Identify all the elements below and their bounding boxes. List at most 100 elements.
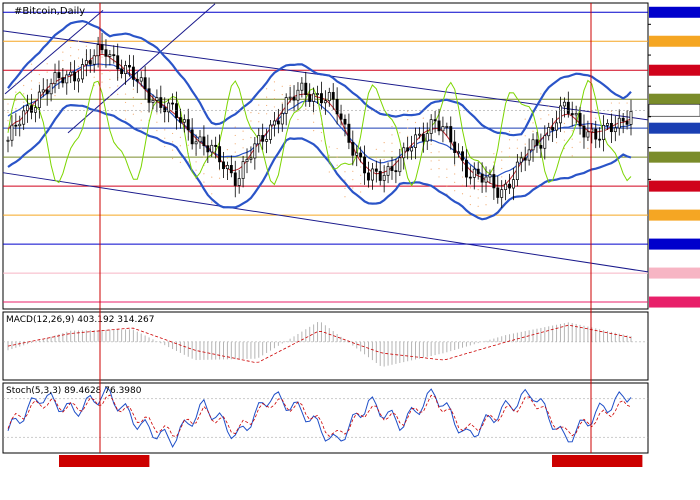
candle-body [343,118,347,125]
cloud-dot [109,95,111,97]
candle-body [104,49,108,57]
cloud-dot [563,139,565,141]
candle-body [359,152,363,158]
cloud-dot [571,155,573,157]
cloud-dot [15,108,17,110]
cloud-dot [352,187,354,189]
cloud-dot [344,187,346,190]
cloud-dot [516,139,518,141]
candle-body [139,77,143,82]
candle-body [61,77,65,84]
price-tag [649,6,700,18]
candle-body [26,105,30,112]
candle-body [49,83,53,95]
cloud-dot [117,93,119,95]
cloud-dot [563,131,565,133]
price-tag [649,267,700,279]
candle-body [433,119,437,122]
candle-body [613,127,617,133]
candle-body [323,100,327,104]
cloud-dot [610,102,613,104]
cloud-dot [563,147,565,150]
cloud-dot [109,70,111,72]
cloud-dot [140,102,142,105]
cloud-dot [438,176,440,178]
cloud-dot [289,84,291,87]
candle-body [167,102,171,113]
candle-body [547,127,551,137]
cloud-dot [156,113,158,115]
candle-body [151,100,155,103]
cloud-dot [313,121,315,123]
candle-body [178,117,182,123]
candle-body [77,78,80,82]
cloud-dot [407,119,409,121]
cloud-dot [485,195,487,198]
candle-body [155,97,159,101]
candle-body [425,133,429,142]
candle-body [367,172,370,181]
cloud-dot [595,117,597,119]
candle-body [300,82,304,91]
candle-body [218,146,222,163]
candle-body [331,92,335,100]
cloud-dot [258,112,260,114]
cloud-dot [320,131,323,134]
candle-body [335,99,339,115]
cloud-dot [532,122,534,124]
candle-body [10,124,14,141]
candle-body [128,65,131,68]
candle-body [53,72,57,85]
candle-body [241,161,245,179]
cloud-dot [477,180,479,182]
cloud-dot [297,118,299,121]
cloud-dot [273,106,276,108]
candle-body [500,189,504,198]
price-axis [648,6,700,308]
cloud-dot [281,85,283,87]
cloud-dot [101,64,103,66]
candle-body [504,183,508,190]
cloud-dot [540,101,542,103]
cloud-dot [344,196,346,198]
cloud-dot [391,134,393,136]
candle-body [135,79,139,82]
cloud-dot [524,118,526,120]
cloud-dot [352,179,354,181]
candle-body [374,168,378,172]
cloud-dot [375,157,377,159]
price-tag [649,64,700,76]
candle-body [37,91,41,108]
cloud-dot [344,179,346,181]
cloud-dot [360,183,362,185]
cloud-dot [360,191,362,193]
cloud-dot [391,142,393,144]
cloud-dot [563,122,565,125]
cloud-dot [508,155,511,158]
cloud-dot [23,84,25,87]
moving-average-line [7,53,632,187]
time-axis-highlight [59,455,150,467]
candle-body [22,110,26,125]
cloud-dot [461,193,464,195]
cloud-dot [579,141,581,143]
cloud-dot [164,137,166,139]
cloud-dot [571,130,573,132]
candle-body [175,103,178,118]
cloud-dot [218,169,221,171]
cloud-dot [391,125,393,128]
cloud-dot [383,142,385,144]
candle-body [480,173,484,183]
candle-body [171,102,175,105]
candle-body [441,126,445,132]
cloud-dot [516,147,518,149]
cloud-dot [328,154,330,156]
candle-body [245,159,249,162]
candle-body [339,113,343,120]
candle-body [225,165,229,170]
cloud-dot [446,185,448,187]
cloud-dot [156,129,158,132]
candle-body [382,174,386,181]
candle-body [249,157,253,160]
